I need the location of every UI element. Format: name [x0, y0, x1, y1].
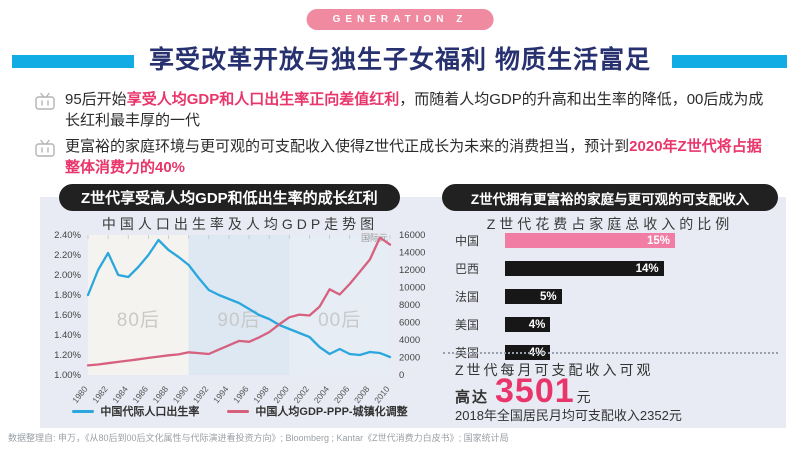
bar-category-label: 美国: [455, 318, 480, 332]
band-label: 90后: [217, 309, 260, 331]
legend-label: 中国人均GDP-PPP-城镇化调整: [255, 406, 408, 418]
left-axis-tick: 1.80%: [54, 290, 81, 301]
legend-item: 中国人均GDP-PPP-城镇化调整: [227, 403, 408, 419]
income-note-line1: Z世代每月可支配收入可观: [455, 362, 654, 378]
legend-item: 中国代际人口出生率: [72, 403, 199, 419]
income-note-line3: 2018年全国居民月均可支配收入2352元: [455, 408, 682, 423]
x-axis-tick: 2010: [372, 384, 392, 405]
right-axis-tick: 0: [399, 370, 404, 381]
income-note-amount-row: 高达 3501 元: [455, 372, 591, 411]
left-axis-tick: 1.40%: [54, 330, 81, 341]
tv-icon: [34, 136, 56, 179]
income-unit: 元: [576, 389, 591, 405]
x-axis-tick: 2002: [292, 384, 312, 405]
left-chart-pill: Z世代享受高人均GDP和低出生率的成长红利: [59, 184, 400, 211]
x-axis-tick: 1980: [70, 384, 90, 405]
x-axis-tick: 2008: [352, 384, 372, 405]
x-axis-tick: 1992: [191, 384, 211, 405]
right-axis-tick: 10000: [399, 283, 425, 294]
line-chart: 80后 90后 00后 2.40% 2.20% 2.00% 1.80% 1.60% 1.40% 1…: [54, 230, 425, 405]
left-chart-title: 中国人口出生率及人均GDP走势图: [101, 216, 379, 232]
x-axis-tick: 1986: [130, 384, 150, 405]
bar-row: 法国 5%: [455, 289, 780, 304]
bar-category-label: 巴西: [455, 262, 480, 276]
title-accent-bar-right: [672, 55, 787, 68]
income-amount: 3501: [495, 372, 575, 410]
bar-category-label: 中国: [455, 234, 480, 248]
tv-icon: [35, 92, 55, 110]
left-axis-tick: 1.20%: [54, 350, 81, 361]
generation-band: [289, 235, 390, 375]
bar-chart: 中国 15% 巴西 14% 法国 5% 美国 4% 英国 4%: [455, 233, 780, 373]
generation-band: [188, 235, 290, 375]
band-label: 80后: [117, 309, 160, 331]
bullet-plain: 95后开始: [65, 91, 127, 108]
bullet-item: 更富裕的家庭环境与更可观的可支配收入使得Z世代正成长为未来的消费担当，预计到20…: [34, 136, 774, 179]
legend-swatch: [227, 409, 250, 413]
right-axis-tick: 2000: [399, 353, 420, 364]
bullet-item: 95后开始享受人均GDP和人口出生率正向差值红利，而随着人均GDP的升高和出生率…: [34, 89, 774, 132]
series-line: [86, 238, 392, 359]
right-axis-tick: 6000: [399, 318, 420, 329]
left-axis-tick: 2.40%: [54, 230, 81, 241]
bar-row: 巴西 14%: [455, 261, 780, 276]
right-chart-title: Z世代花费占家庭总收入的比例: [486, 216, 734, 232]
x-axis-tick: 1994: [211, 384, 231, 405]
x-axis-tick: 2000: [271, 384, 291, 405]
data-source-note: 数据整理自: 申万，《从80后到00后文化属性与代际演进看投资方向》; Bloo…: [8, 433, 509, 443]
x-axis-tick: 1984: [110, 384, 130, 405]
x-axis-tick: 1988: [151, 384, 171, 405]
bar: 15%: [505, 233, 675, 248]
x-axis-tick: 1982: [90, 384, 110, 405]
right-axis-tick: 14000: [399, 248, 425, 259]
bullet-text: 95后开始享受人均GDP和人口出生率正向差值红利，而随着人均GDP的升高和出生率…: [65, 89, 774, 132]
income-prefix: 高达: [455, 389, 490, 406]
right-axis-tick: 16000: [399, 230, 425, 241]
tv-icon: [34, 89, 56, 132]
band-label: 00后: [318, 309, 361, 331]
bar-row: 美国 4%: [455, 317, 780, 332]
right-axis-unit-label: 国际元: [361, 233, 388, 243]
x-axis-tick: 1990: [171, 384, 191, 405]
title-accent-bar-left: [12, 55, 134, 68]
x-axis-tick: 1996: [231, 384, 251, 405]
line-chart-legend: 中国代际人口出生率 中国人均GDP-PPP-城镇化调整: [44, 403, 436, 419]
bar: 14%: [505, 261, 664, 276]
legend-label: 中国代际人口出生率: [100, 406, 200, 418]
x-axis-tick: 2006: [332, 384, 352, 405]
x-axis-tick: 1998: [251, 384, 271, 405]
bullet-highlight: 2020年Z世代将占据整体消费力的40%: [65, 137, 762, 176]
dotted-divider: [443, 352, 778, 354]
bullet-list: 95后开始享受人均GDP和人口出生率正向差值红利，而随着人均GDP的升高和出生率…: [34, 89, 774, 182]
bar-row: 中国 15%: [455, 233, 780, 248]
right-axis-tick: 8000: [399, 300, 420, 311]
bullet-highlight: 享受人均GDP和人口出生率正向差值红利: [126, 91, 400, 108]
page-title: 享受改革开放与独生子女福利 物质生活富足: [149, 46, 651, 74]
right-axis-tick: 12000: [399, 265, 425, 276]
left-axis-tick: 2.00%: [54, 270, 81, 281]
generation-z-badge: GENERATION Z: [306, 9, 494, 30]
left-axis-tick: 1.00%: [54, 370, 81, 381]
bullet-plain: ，而随着人均GDP的升高和出生率的降低，00后成为成长红利最丰厚的一代: [65, 91, 764, 130]
x-axis-tick: 2004: [312, 384, 332, 405]
left-axis-tick: 2.20%: [54, 250, 81, 261]
right-axis-tick: 4000: [399, 335, 420, 346]
bar-category-label: 法国: [455, 290, 480, 304]
left-axis-tick: 1.60%: [54, 310, 81, 321]
bar: 4%: [505, 317, 551, 332]
bullet-text: 更富裕的家庭环境与更可观的可支配收入使得Z世代正成长为未来的消费担当，预计到20…: [65, 136, 774, 179]
tv-icon: [35, 139, 55, 157]
series-line: [86, 236, 392, 367]
right-chart-pill: Z世代拥有更富裕的家庭与更可观的可支配收入: [442, 184, 778, 211]
bullet-plain: 更富裕的家庭环境与更可观的可支配收入使得Z世代正成长为未来的消费担当，预计到: [65, 137, 630, 155]
bar: 5%: [505, 289, 562, 304]
legend-swatch: [72, 409, 95, 413]
